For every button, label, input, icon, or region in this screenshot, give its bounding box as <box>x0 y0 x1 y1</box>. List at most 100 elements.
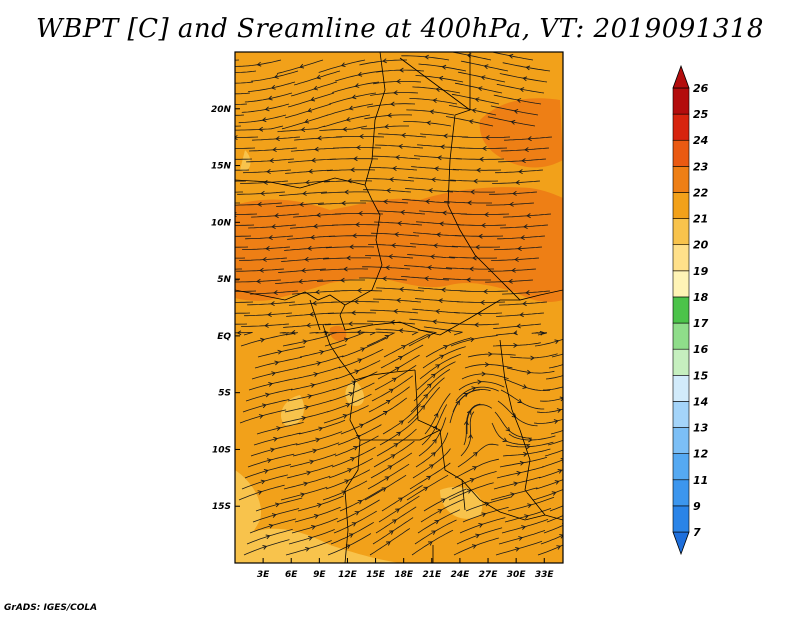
streamline-arrow <box>264 106 270 112</box>
streamline-arrow <box>515 546 520 552</box>
streamline-arrow <box>315 437 321 443</box>
streamline-arrow <box>391 243 396 248</box>
streamline-arrow <box>383 199 388 205</box>
streamline-arrow <box>317 135 322 141</box>
streamline-arrow <box>426 475 432 481</box>
streamlines <box>222 52 575 556</box>
streamline-arrow <box>396 297 401 303</box>
streamline-arrow <box>514 257 519 262</box>
streamline-arrow <box>483 289 488 294</box>
streamline-arrow <box>485 135 490 141</box>
streamline <box>235 213 258 215</box>
streamline-arrow <box>303 481 309 487</box>
streamline-arrow <box>261 403 267 409</box>
streamline-arrow <box>299 202 304 207</box>
streamline-arrow <box>268 381 273 387</box>
streamline-arrow <box>318 426 324 432</box>
streamline-arrow <box>515 180 520 185</box>
streamline-arrow <box>393 90 398 96</box>
streamline-arrow <box>472 466 478 471</box>
streamline-arrow <box>302 339 308 345</box>
streamline-arrow <box>571 349 575 353</box>
streamline-arrow <box>273 74 279 79</box>
colorbar-end-low <box>672 531 690 556</box>
streamline-arrow <box>387 465 393 470</box>
colorbar-label: 16 <box>693 343 709 356</box>
streamline-arrow <box>556 408 562 413</box>
streamline-arrow <box>383 411 388 416</box>
streamline-arrow <box>310 96 316 102</box>
streamline-arrow <box>551 491 557 496</box>
streamline-arrow <box>274 502 280 508</box>
streamline-arrow <box>483 64 489 70</box>
chart-title: WBPT [C] and Sreamline at 400hPa, VT: 20… <box>36 14 764 44</box>
streamline-arrow <box>521 158 526 164</box>
streamline-arrow <box>394 366 400 372</box>
colorbar-label: 18 <box>693 291 709 304</box>
streamline-arrow <box>382 58 387 64</box>
colorbar-segment <box>672 505 690 533</box>
streamline-arrow <box>437 155 442 161</box>
streamline-arrow <box>355 222 360 227</box>
streamline-arrow <box>513 343 518 348</box>
streamline-arrow <box>512 190 517 196</box>
streamline <box>544 449 563 457</box>
streamline-arrow <box>395 508 400 513</box>
streamline <box>235 158 253 160</box>
streamline-arrow <box>222 179 226 183</box>
streamline-arrow <box>522 384 528 389</box>
streamline-arrow <box>426 120 432 126</box>
streamline-arrow <box>480 75 486 81</box>
streamline <box>235 81 254 84</box>
lon-tick-label: 24E <box>451 570 471 580</box>
streamline-arrow <box>426 383 432 389</box>
streamline-arrow <box>521 525 527 530</box>
streamline-arrow <box>265 534 271 540</box>
streamline-arrow <box>475 244 480 250</box>
streamline-arrow <box>270 301 275 307</box>
lat-tick-label: 15S <box>212 502 231 512</box>
streamline-arrow <box>437 509 443 514</box>
streamline-arrow <box>469 266 474 272</box>
streamline-arrow <box>440 144 445 150</box>
streamline-arrow <box>475 533 481 539</box>
streamline-arrow <box>554 339 560 345</box>
streamline-arrow <box>266 458 272 464</box>
streamline-arrow <box>516 98 522 103</box>
streamline-arrow <box>346 255 351 261</box>
streamline-arrow <box>256 61 262 67</box>
streamline-arrow <box>387 112 392 118</box>
colorbar-segment <box>672 192 690 219</box>
streamline-arrow <box>351 94 357 100</box>
streamline-arrow <box>351 310 356 316</box>
streamline-arrow <box>309 311 314 317</box>
streamline-arrow <box>391 377 397 383</box>
streamline-arrow <box>392 166 397 171</box>
streamline-arrow <box>560 458 563 463</box>
streamline-arrow <box>306 470 312 476</box>
streamline-arrow <box>425 199 430 204</box>
streamline-arrow <box>429 464 434 469</box>
streamline-arrow <box>424 54 429 60</box>
streamline-arrow <box>525 290 530 296</box>
colorbar-label: 15 <box>693 369 709 382</box>
streamline-arrow <box>307 107 313 113</box>
streamline <box>235 180 247 182</box>
streamline-arrow <box>478 233 483 239</box>
streamline <box>539 397 563 402</box>
streamline-arrow <box>470 189 475 195</box>
streamline-arrow <box>308 168 313 174</box>
streamline-arrow <box>554 480 560 485</box>
streamline-arrow <box>517 398 523 403</box>
streamline-arrow <box>268 523 274 529</box>
streamline-arrow <box>312 448 318 454</box>
streamline <box>235 290 257 292</box>
streamline-arrow <box>556 545 562 550</box>
streamline-arrow <box>420 404 426 410</box>
lon-tick-label: 33E <box>535 570 555 580</box>
streamline-arrow <box>354 83 360 88</box>
lon-tick-label: 18E <box>394 570 414 580</box>
streamline-arrow <box>523 224 528 230</box>
streamline-arrow <box>389 530 394 535</box>
